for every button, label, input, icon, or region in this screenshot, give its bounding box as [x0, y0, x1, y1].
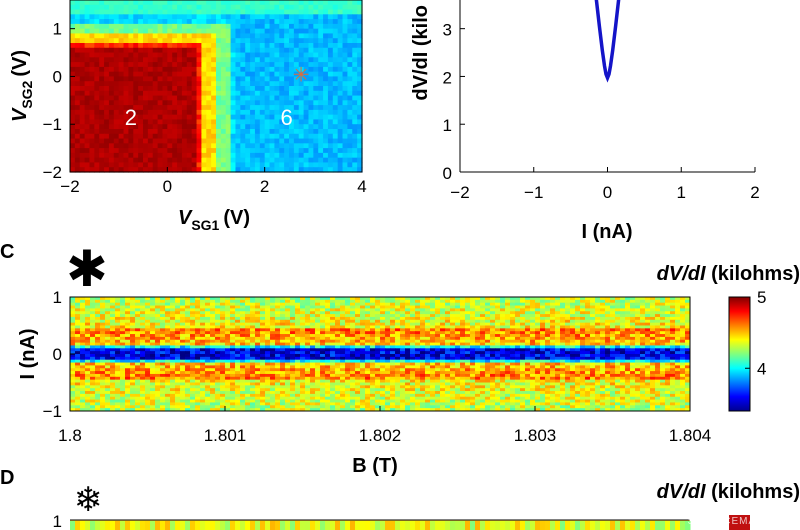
- line-ticks: −2 −1 0 1 2 0 1 2 3: [443, 21, 760, 202]
- heatmap-c-x-axis-label: B (T): [352, 455, 398, 477]
- snowflake-asterisk-icon: ❄: [74, 481, 103, 519]
- line-x-tick-label: 0: [603, 183, 612, 202]
- map-y-tick-label: −2: [43, 163, 62, 182]
- colorbar-ticks: 54: [745, 288, 766, 378]
- colorbar-title: dV/dI (kilohms): [657, 263, 800, 285]
- map-x-tick-label: 2: [260, 177, 269, 196]
- heatmap-c-x-tick-label: 1.802: [359, 426, 402, 445]
- map-frame: [69, 0, 363, 173]
- region-label-2: 2: [125, 105, 137, 130]
- svg-text:dV/dI (kilo: dV/dI (kilo: [410, 5, 432, 101]
- heatmap-c-ticks: 1.8 1.801 1.802 1.803 1.804 1 0 −1: [43, 288, 712, 445]
- colorbar-tick-label: 4: [757, 359, 766, 378]
- map-x-tick-label: 4: [357, 177, 366, 196]
- heatmap-d-y-tick: 1: [53, 512, 62, 530]
- panel-label-c: C: [0, 241, 14, 263]
- region-label-6: 6: [280, 105, 292, 130]
- series-line: [594, 0, 621, 83]
- panel-label-d: D: [0, 467, 14, 489]
- heatmap-c-y-axis-label: I (nA): [17, 328, 39, 379]
- map-panel: −2 0 2 4 −2 −1 0 1 2 6 ✳ VSG1 (V) VSG2(V): [9, 0, 367, 233]
- line-panel: −2 −1 0 1 2 0 1 2 3 I (nA) dV/dI (kilo: [410, 0, 760, 243]
- colorbar-d: [729, 515, 750, 530]
- colorbar-d-title: dV/dI (kilohms): [657, 481, 800, 503]
- heatmap-d-cells: [70, 521, 691, 530]
- map-x-axis-label: VSG1 (V): [178, 207, 250, 233]
- colorbar-tick-label: 5: [757, 288, 766, 307]
- map-x-tick-label: 0: [163, 177, 172, 196]
- map-y-axis-label: VSG2(V): [9, 50, 35, 122]
- heatmap-c-x-tick-label: 1.803: [514, 426, 557, 445]
- map-y-tick-label: 1: [53, 20, 62, 39]
- colorbar: [728, 296, 751, 412]
- line-y-tick-label: 0: [443, 164, 452, 183]
- heatmap-c-y-tick-label: −1: [43, 402, 62, 421]
- map-y-tick-label: 0: [53, 67, 62, 86]
- heatmap-c-x-tick-label: 1.804: [669, 426, 712, 445]
- heatmap-c-cells: [70, 297, 691, 412]
- heatmap-c-y-tick-label: 0: [53, 345, 62, 364]
- line-y-tick-label: 3: [443, 21, 452, 40]
- watermark: SCIENCEMAG.COM: [688, 516, 795, 527]
- bold-asterisk-icon: ✱: [66, 241, 108, 297]
- map-y-tick-label: −1: [43, 115, 62, 134]
- line-x-tick-label: −1: [524, 183, 543, 202]
- line-x-tick-label: 2: [750, 183, 759, 202]
- asterisk-marker-icon: ✳: [293, 65, 310, 87]
- panel-d: D ❄ dV/dI (kilohms) 1 SCIENCEMAG.COM: [0, 467, 800, 530]
- heatmap-c-x-tick-label: 1.801: [204, 426, 247, 445]
- map-x-tick-label: −2: [60, 177, 79, 196]
- heatmap-c-x-tick-label: 1.8: [58, 426, 82, 445]
- line-y-tick-label: 1: [443, 116, 452, 135]
- line-x-axis-label: I (nA): [581, 221, 632, 243]
- map-ticks: −2 0 2 4 −2 −1 0 1: [43, 20, 367, 196]
- line-y-tick-label: 2: [443, 68, 452, 87]
- line-x-tick-label: −2: [450, 183, 469, 202]
- line-y-axis-label: dV/dI (kilo: [410, 5, 432, 101]
- heatmap-c-y-tick-label: 1: [53, 288, 62, 307]
- panel-c: C ✱ 1.8 1.801 1.802 1.803 1.804 1 0 −1 B (T) I …: [0, 241, 800, 477]
- map-cells: [70, 0, 363, 173]
- svg-text:VSG2(V): VSG2(V): [9, 50, 35, 122]
- line-x-tick-label: 1: [677, 183, 686, 202]
